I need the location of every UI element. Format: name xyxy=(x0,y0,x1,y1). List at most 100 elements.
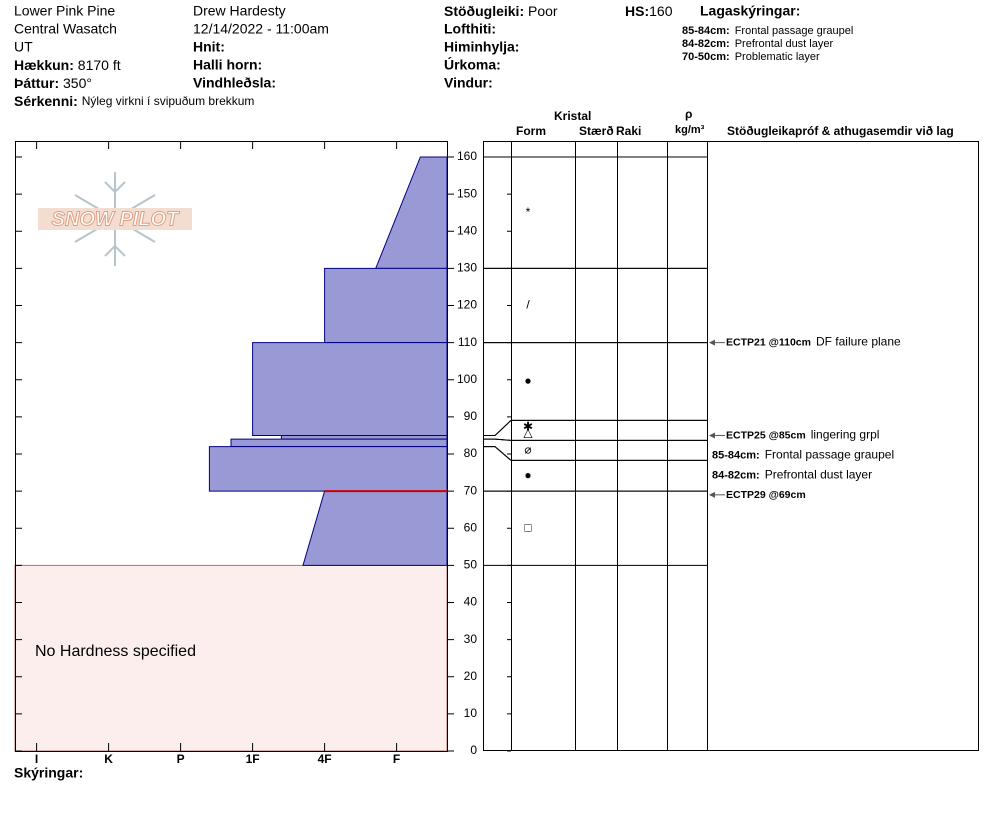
col-tests: Stöðugleikapróf & athugasemdir við lag xyxy=(727,124,954,138)
y-tick-label: 160 xyxy=(457,149,477,163)
label: Stöðugleiki: xyxy=(444,3,524,19)
hardness-layer xyxy=(208,446,448,492)
y-tick-label: 40 xyxy=(464,595,478,609)
hardness-layer xyxy=(252,342,448,436)
legend-range: 84-82cm: xyxy=(682,38,730,50)
test: ECTP21 @110cm DF failure plane xyxy=(726,335,901,349)
value: 8170 ft xyxy=(78,57,121,73)
x-tick-label: 4F xyxy=(318,752,332,766)
legend-text: Frontal passage graupel xyxy=(735,25,854,37)
legend: 85-84cm: Frontal passage graupel 84-82cm: P… xyxy=(682,25,853,63)
x-tick-label: F xyxy=(393,752,400,766)
comment-range: 84-82cm: xyxy=(712,469,760,481)
legend-item: 84-82cm: Prefrontal dust layer xyxy=(682,38,833,50)
test-arrowhead xyxy=(709,339,715,346)
datetime: 12/14/2022 - 11:00am xyxy=(193,21,329,37)
coords-label: Hnit: xyxy=(193,39,225,55)
chart-frame xyxy=(15,141,448,752)
y-tick-label: 70 xyxy=(464,483,478,497)
y-tick-label: 50 xyxy=(464,558,478,572)
slope-label: Halli horn: xyxy=(193,57,262,73)
y-tick-label: 80 xyxy=(464,446,478,460)
grain-form: / xyxy=(526,298,530,312)
label: Hækkun: xyxy=(14,57,74,73)
grain-form: ✱ xyxy=(523,420,533,434)
test-arrowhead xyxy=(709,491,715,498)
grain-form: □ xyxy=(524,520,531,534)
test-label: ECTP29 @69cm xyxy=(726,489,806,501)
observer: Drew Hardesty xyxy=(193,3,286,19)
y-tick-label: 60 xyxy=(464,520,478,534)
legend-text: Problematic layer xyxy=(735,51,820,63)
x-tick-label: K xyxy=(104,752,113,766)
stability: Stöðugleiki: Poor xyxy=(444,3,558,19)
layer-comment: 84-82cm: Prefrontal dust layer xyxy=(712,468,872,482)
label: Þáttur: xyxy=(14,75,59,91)
test-comment: DF failure plane xyxy=(816,335,901,349)
wind-loading-label: Vindhleðsla: xyxy=(193,75,276,91)
air-temp-label: Lofthiti: xyxy=(444,21,496,37)
location: Lower Pink Pine xyxy=(14,3,115,19)
value: Poor xyxy=(528,3,558,19)
layer-connector xyxy=(483,438,512,441)
test-arrowhead xyxy=(709,432,715,439)
y-tick-label: 90 xyxy=(464,409,478,423)
elevation: Hækkun: 8170 ft xyxy=(14,57,121,73)
hardness-layer xyxy=(302,490,448,566)
grain-form: ● xyxy=(524,374,531,388)
test-label: ECTP21 @110cm xyxy=(726,336,811,348)
col-size: Stærð xyxy=(579,124,614,138)
hardness-layer xyxy=(230,438,448,448)
test-comment: lingering grpl xyxy=(811,428,880,442)
table-frame xyxy=(483,141,979,751)
hardness-layer xyxy=(324,267,448,344)
legend-item: 85-84cm: Frontal passage graupel xyxy=(682,25,853,37)
hs: HS:160 xyxy=(625,3,673,19)
value: Nýleg virkni í svipuðum brekkum xyxy=(82,94,255,108)
test-label: ECTP25 @85cm xyxy=(726,429,806,441)
legend-range: 70-50cm: xyxy=(682,51,730,63)
y-tick-label: 110 xyxy=(458,335,477,349)
y-tick-label: 10 xyxy=(464,706,478,720)
grain-form: △ xyxy=(523,426,533,440)
y-tick-label: 120 xyxy=(457,298,477,312)
value: 160 xyxy=(649,3,673,19)
range: Central Wasatch xyxy=(14,21,117,37)
hardness-layer xyxy=(374,156,448,269)
col-form: Form xyxy=(516,124,546,138)
y-tick-label: 130 xyxy=(457,261,477,275)
state: UT xyxy=(14,39,33,55)
comment-range: 85-84cm: xyxy=(712,449,760,461)
layer-connector xyxy=(483,420,512,436)
col-crystal: Kristal xyxy=(554,109,591,123)
comment-text: Prefrontal dust layer xyxy=(765,468,872,482)
test: ECTP25 @85cm lingering grpl xyxy=(726,428,879,442)
aspect: Þáttur: 350° xyxy=(14,75,92,91)
y-tick-label: 30 xyxy=(464,632,478,646)
label: Sérkenni: xyxy=(14,93,78,109)
x-tick-label: I xyxy=(35,752,38,766)
footer: Skýringar: xyxy=(14,765,83,781)
hardness-layer xyxy=(280,434,448,440)
no-hardness-area xyxy=(14,564,448,752)
grain-form: ⌀ xyxy=(524,443,531,457)
wind-label: Vindur: xyxy=(444,75,493,91)
col-density: ρ xyxy=(685,107,692,121)
y-tick-label: 140 xyxy=(457,223,477,237)
grain-form: * xyxy=(526,205,531,219)
y-tick-label: 20 xyxy=(464,669,478,683)
logo-band xyxy=(38,208,192,230)
layer-comment: 85-84cm: Frontal passage graupel xyxy=(712,448,894,462)
legend-title: Lagaskýringar: xyxy=(700,3,800,19)
test: ECTP29 @69cm xyxy=(726,489,806,501)
col-density-unit: kg/m³ xyxy=(675,124,705,136)
y-tick-label: 100 xyxy=(457,372,477,386)
label: HS: xyxy=(625,3,649,19)
precip-label: Úrkoma: xyxy=(444,56,501,73)
legend-text: Prefrontal dust layer xyxy=(735,38,834,50)
y-tick-label: 0 xyxy=(470,743,477,757)
x-tick-label: P xyxy=(177,752,185,766)
layer-connector xyxy=(483,446,512,461)
no-hardness-label: No Hardness specified xyxy=(35,643,196,660)
